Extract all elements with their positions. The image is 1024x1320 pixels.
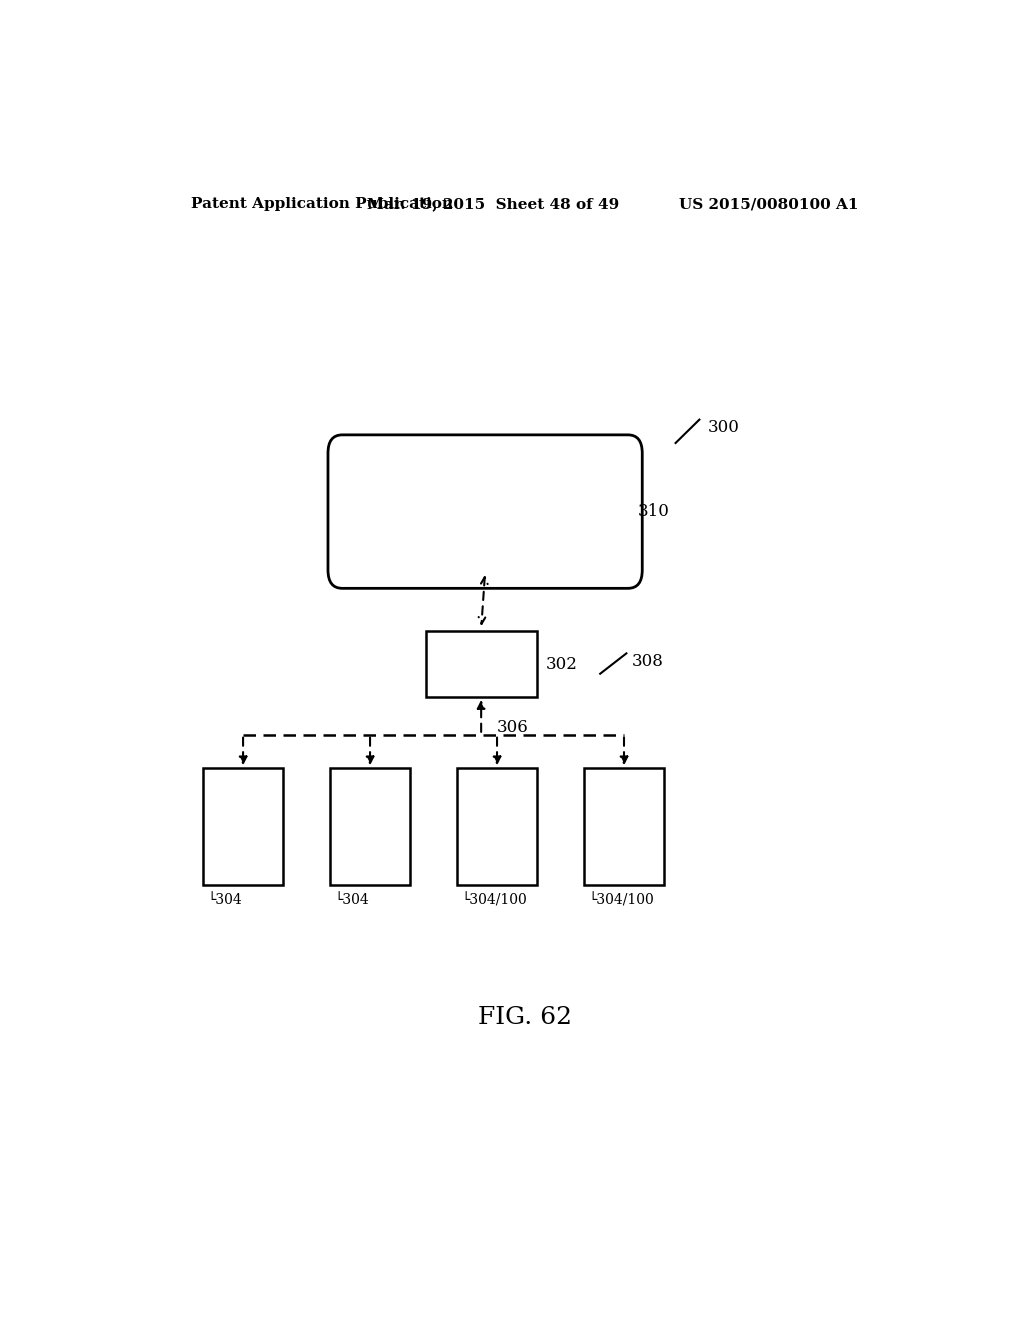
Text: FIG. 62: FIG. 62 (478, 1006, 571, 1028)
Text: 302: 302 (546, 656, 579, 673)
Bar (331, 768, 410, 886)
Text: 306: 306 (497, 718, 528, 735)
Text: Patent Application Publication: Patent Application Publication (191, 197, 454, 211)
Text: └304/100: └304/100 (461, 894, 527, 908)
Bar (426, 631, 537, 697)
FancyBboxPatch shape (328, 434, 642, 589)
Bar (458, 768, 537, 886)
Text: └304: └304 (334, 894, 369, 907)
Text: 300: 300 (708, 420, 739, 436)
Text: └304/100: └304/100 (588, 894, 654, 908)
Text: 310: 310 (638, 503, 670, 520)
Text: 308: 308 (632, 653, 664, 671)
Bar (585, 768, 664, 886)
Bar (204, 768, 283, 886)
Text: └304: └304 (207, 894, 242, 907)
Text: Mar. 19, 2015  Sheet 48 of 49: Mar. 19, 2015 Sheet 48 of 49 (367, 197, 620, 211)
Text: US 2015/0080100 A1: US 2015/0080100 A1 (679, 197, 858, 211)
